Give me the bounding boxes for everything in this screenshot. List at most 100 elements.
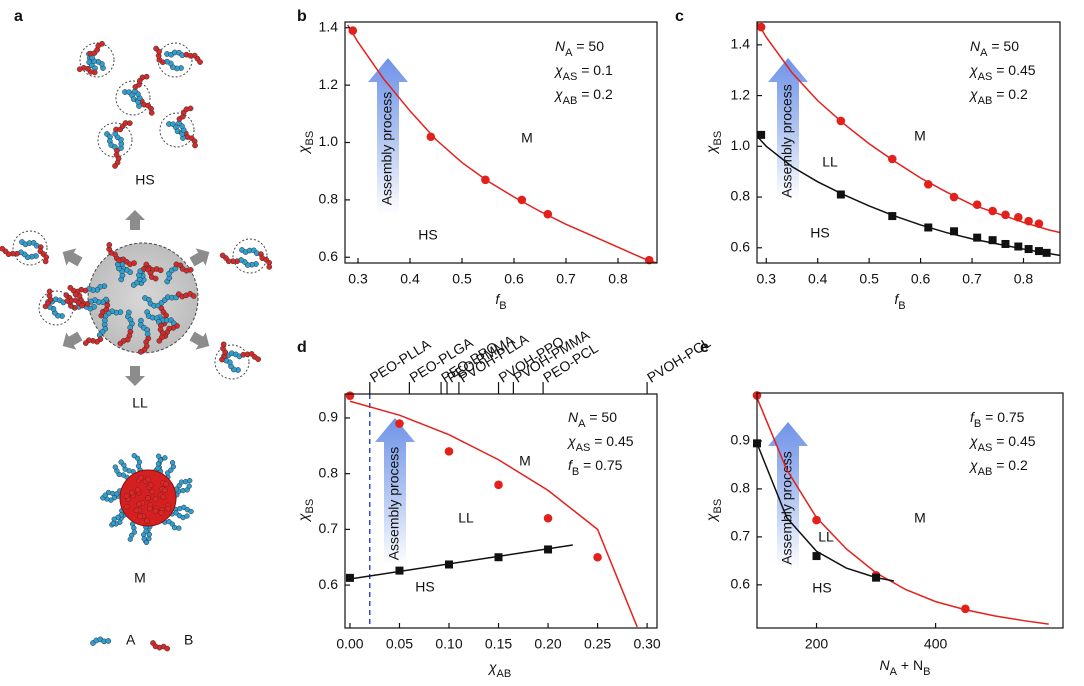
label-part: = 0.75 [579,457,622,473]
label-part: χ [553,62,563,78]
data-point [924,223,933,232]
bead [220,341,227,348]
bead [187,478,193,484]
fit-curve [757,135,1060,257]
label-part: = 0.1 [577,62,613,78]
x-tick-label: 0.7 [556,271,576,287]
panel-letter: a [14,8,23,25]
legend-label: A [126,632,136,648]
data-point [887,154,897,164]
fit-curve [349,544,573,580]
panel-letter: b [297,8,307,25]
data-point [395,566,404,575]
x-tick-label: 0.8 [1014,271,1034,287]
expansion-arrow [189,248,210,267]
bead [255,356,262,363]
label-part: χ [968,457,978,473]
x-tick-label: 0.10 [435,636,462,652]
y-tick-label: 1.4 [731,36,751,52]
x-tick-label: 0.15 [485,636,512,652]
bead [152,496,159,502]
data-point [1014,242,1023,251]
state-label: LL [132,395,148,411]
data-point [1024,245,1033,254]
data-point [1024,216,1033,226]
label-part: χ [487,659,497,675]
single-chain-boundary [12,230,48,266]
bead [42,258,49,265]
label: χBS [295,131,316,155]
bead [126,120,133,126]
single-chain-boundary [97,122,133,158]
label: NA = 50 [555,38,604,59]
label: fB = 0.75 [970,409,1025,430]
label: fB [495,291,506,312]
label: χBS [295,499,316,523]
label-part: N [970,38,981,54]
bead [118,459,124,465]
panel-letter: c [675,8,684,25]
x-tick-label: 200 [805,636,829,652]
bead [110,520,117,526]
data-point [961,604,970,614]
data-point [345,573,354,582]
bead [143,73,150,80]
label: fB [894,291,905,312]
label-part: A [578,418,586,430]
bead [197,59,203,65]
label: NA + NB [880,657,931,678]
bead [138,349,144,355]
label-part: χ [703,145,719,155]
data-point [872,573,881,582]
data-point [973,233,982,242]
data-point [988,236,997,245]
label-part: AB [978,95,993,107]
y-tick-label: 1.4 [319,18,339,34]
fit-curve [346,24,657,263]
bead [147,505,153,512]
label-part: AB [978,466,993,478]
bead [124,503,130,510]
bead [148,110,155,116]
label-part: B [974,418,981,430]
single-chain-boundary [115,80,151,116]
label-part: f [970,409,976,425]
label-part: BS [712,499,724,514]
label-part: = 0.45 [992,62,1035,78]
y-tick-label: 0.8 [319,464,339,480]
bead [152,508,159,514]
bead [176,525,182,531]
state-label: HS [135,172,154,188]
plot-frame [756,21,1061,264]
x-tick-label: 0.5 [859,271,879,287]
bead [152,275,159,282]
label-part: A [565,47,573,59]
label-part: A [980,47,988,59]
label-part: = 50 [585,409,617,425]
bead [162,455,168,461]
label-part: N [555,38,566,54]
bead [188,508,194,515]
y-tick-label: 0.8 [731,480,751,496]
label: χBS [703,499,724,523]
label-part: = 0.45 [992,433,1035,449]
data-point [544,545,553,554]
data-point [812,515,821,525]
bead [112,464,118,470]
y-tick-label: 0.7 [319,520,339,536]
data-point [494,480,503,490]
bead [192,142,198,149]
data-point [924,180,933,189]
label-part: = 0.45 [590,433,633,449]
label-part: AS [576,442,591,454]
label-part: = 0.2 [992,86,1028,102]
data-point [950,227,959,236]
bead [134,487,141,493]
data-point [836,190,845,199]
data-point [348,26,358,35]
bead [117,340,124,347]
label-part: AB [563,95,578,107]
panel-letter: e [700,339,709,356]
y-tick-label: 0.6 [731,238,751,254]
